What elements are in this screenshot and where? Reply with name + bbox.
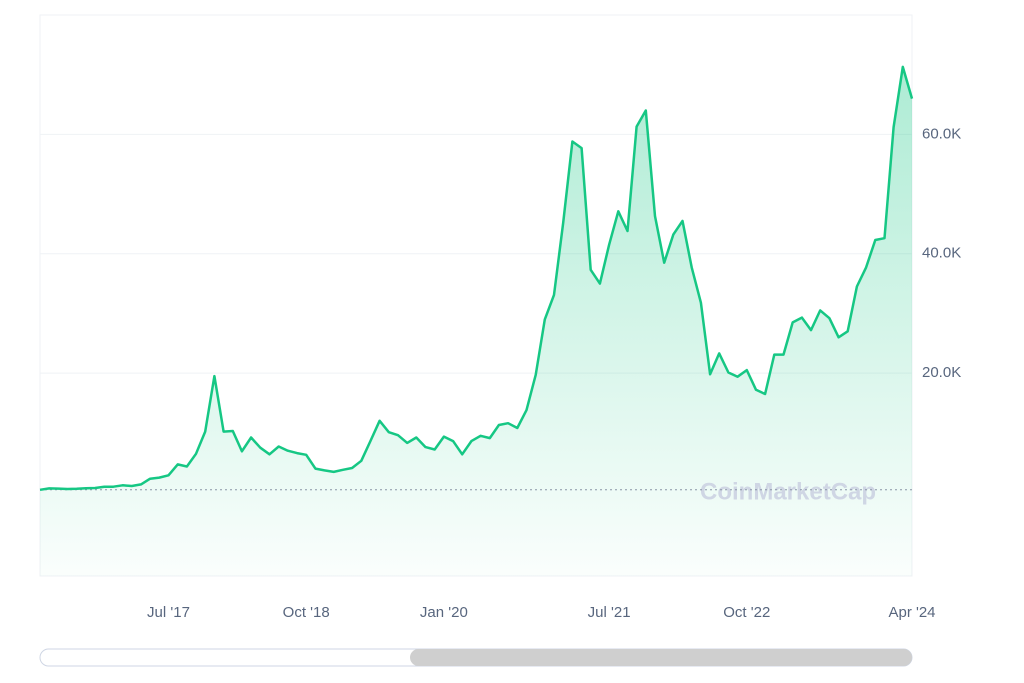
x-tick-label: Jul '17 — [147, 604, 190, 621]
area-fill — [40, 66, 912, 577]
x-tick-label: Jul '21 — [588, 604, 631, 621]
y-tick-label: 40.0K — [922, 245, 961, 262]
y-tick-label: 60.0K — [922, 125, 961, 142]
y-tick-label: 20.0K — [922, 364, 961, 381]
watermark: CoinMarketCap — [700, 478, 876, 505]
x-tick-label: Jan '20 — [420, 604, 468, 621]
x-tick-label: Apr '24 — [888, 604, 935, 621]
price-line — [39, 65, 914, 492]
scrollbar[interactable] — [39, 648, 913, 667]
scroll-handle[interactable] — [410, 649, 912, 666]
x-tick-label: Oct '18 — [283, 604, 330, 621]
x-tick-label: Oct '22 — [723, 604, 770, 621]
